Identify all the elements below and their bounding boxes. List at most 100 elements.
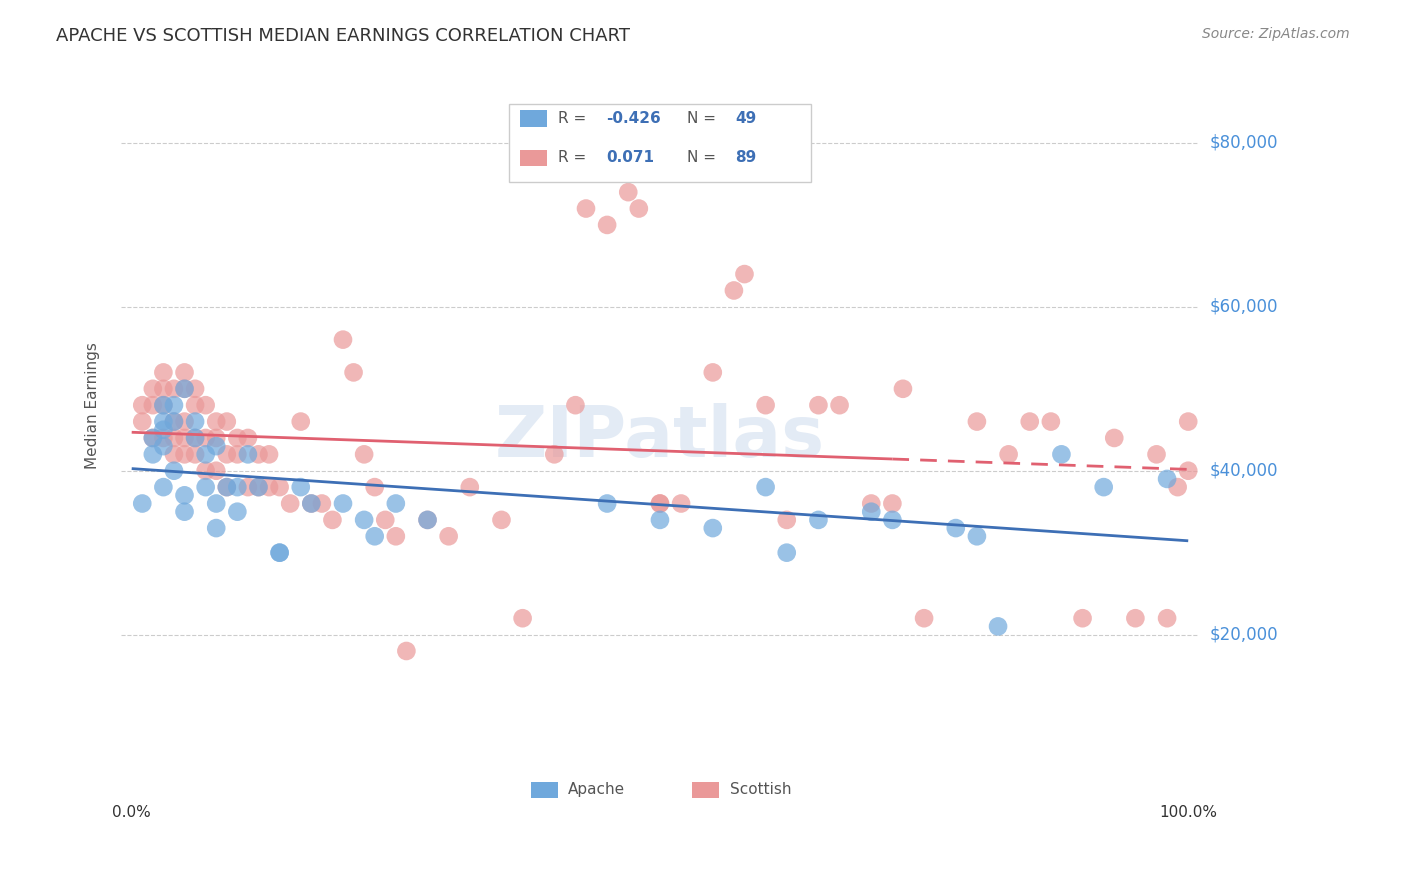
Text: Source: ZipAtlas.com: Source: ZipAtlas.com (1202, 27, 1350, 41)
Text: 89: 89 (735, 150, 756, 165)
Apache (1156, 472, 1178, 486)
Scottish (142, 398, 165, 412)
Apache (290, 480, 312, 494)
Scottish (184, 398, 207, 412)
Scottish (491, 513, 513, 527)
Apache (152, 415, 174, 429)
Scottish (173, 365, 195, 379)
Scottish (458, 480, 481, 494)
Scottish (173, 447, 195, 461)
Apache (385, 496, 408, 510)
Scottish (205, 431, 228, 445)
Bar (520, 111, 547, 127)
Scottish (617, 185, 640, 199)
Scottish (437, 529, 460, 543)
Apache (226, 505, 249, 519)
Scottish (1071, 611, 1094, 625)
Scottish (385, 529, 408, 543)
Scottish (1177, 464, 1199, 478)
Scottish (912, 611, 935, 625)
Scottish (1018, 415, 1040, 429)
Scottish (152, 365, 174, 379)
Scottish (627, 202, 650, 216)
Apache (163, 464, 186, 478)
Scottish (648, 496, 671, 510)
Apache (269, 546, 291, 560)
Apache (269, 546, 291, 560)
Apache (131, 496, 153, 510)
Apache (215, 480, 238, 494)
Scottish (173, 431, 195, 445)
Apache (247, 480, 270, 494)
Scottish (142, 382, 165, 396)
Scottish (1177, 415, 1199, 429)
Apache (152, 480, 174, 494)
Scottish (163, 382, 186, 396)
Apache (163, 398, 186, 412)
Apache (184, 431, 207, 445)
Scottish (997, 447, 1019, 461)
Scottish (247, 447, 270, 461)
Text: 0.0%: 0.0% (112, 805, 150, 820)
Scottish (236, 431, 259, 445)
Scottish (1125, 611, 1147, 625)
Apache (184, 415, 207, 429)
Apache (1050, 447, 1073, 461)
Apache (966, 529, 988, 543)
Text: ZIPatlas: ZIPatlas (495, 403, 825, 473)
Scottish (257, 447, 280, 461)
Scottish (269, 480, 291, 494)
Scottish (332, 333, 354, 347)
Apache (173, 505, 195, 519)
Text: N =: N = (688, 150, 721, 165)
Scottish (512, 611, 534, 625)
Apache (807, 513, 830, 527)
Scottish (755, 398, 778, 412)
Text: -0.426: -0.426 (606, 111, 661, 126)
Scottish (395, 644, 418, 658)
Scottish (1167, 480, 1189, 494)
Scottish (194, 431, 217, 445)
Scottish (152, 431, 174, 445)
Scottish (648, 496, 671, 510)
Text: Scottish: Scottish (730, 782, 792, 797)
Scottish (860, 496, 883, 510)
Scottish (163, 431, 186, 445)
Apache (702, 521, 724, 535)
Apache (416, 513, 439, 527)
Scottish (226, 431, 249, 445)
Scottish (828, 398, 851, 412)
Scottish (247, 480, 270, 494)
Text: APACHE VS SCOTTISH MEDIAN EARNINGS CORRELATION CHART: APACHE VS SCOTTISH MEDIAN EARNINGS CORRE… (56, 27, 630, 45)
Scottish (163, 415, 186, 429)
Scottish (173, 382, 195, 396)
Scottish (142, 431, 165, 445)
Scottish (215, 480, 238, 494)
Text: $40,000: $40,000 (1211, 462, 1278, 480)
Apache (205, 496, 228, 510)
Apache (152, 423, 174, 437)
Apache (1092, 480, 1115, 494)
Scottish (543, 447, 565, 461)
Scottish (353, 447, 375, 461)
Apache (945, 521, 967, 535)
Text: N =: N = (688, 111, 721, 126)
Scottish (1156, 611, 1178, 625)
Scottish (807, 398, 830, 412)
Scottish (194, 398, 217, 412)
Scottish (131, 415, 153, 429)
Apache (163, 415, 186, 429)
Bar (520, 150, 547, 166)
Scottish (194, 464, 217, 478)
Scottish (1104, 431, 1126, 445)
Scottish (152, 398, 174, 412)
Apache (596, 496, 619, 510)
Scottish (257, 480, 280, 494)
Apache (142, 447, 165, 461)
Apache (755, 480, 778, 494)
Bar (530, 782, 558, 798)
Apache (152, 439, 174, 453)
Scottish (702, 365, 724, 379)
Scottish (564, 398, 586, 412)
Scottish (374, 513, 396, 527)
